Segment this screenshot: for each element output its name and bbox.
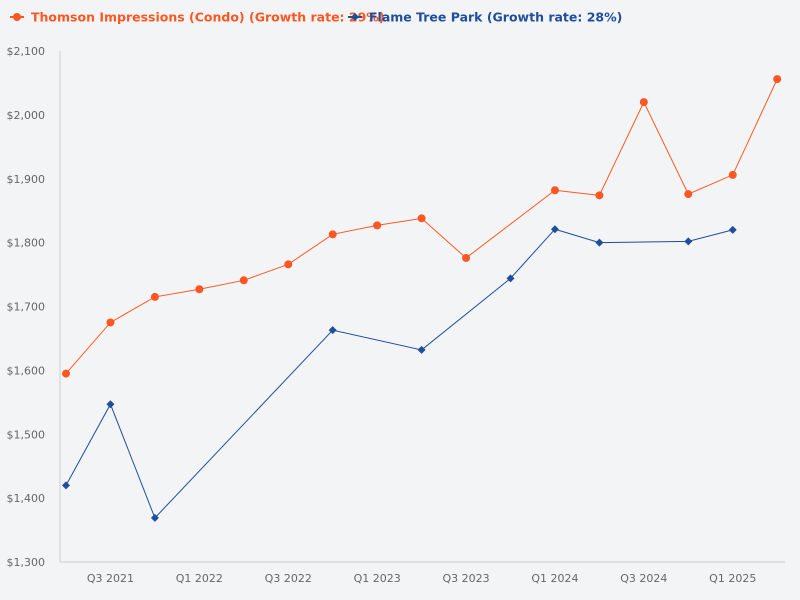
data-point — [462, 253, 471, 262]
legend-marker — [13, 13, 21, 21]
data-point — [328, 230, 337, 239]
data-point — [106, 318, 115, 327]
data-point — [684, 237, 693, 246]
data-point — [328, 326, 337, 335]
x-tick-label: Q1 2022 — [176, 572, 223, 585]
data-point — [150, 292, 159, 301]
legend-label: Thomson Impressions (Condo) (Growth rate… — [31, 10, 385, 25]
y-tick-label: $1,700 — [7, 301, 46, 314]
data-point — [773, 75, 782, 84]
data-point — [284, 260, 293, 269]
series-line — [65, 228, 733, 519]
data-point — [373, 221, 382, 230]
data-point — [728, 170, 737, 179]
data-point — [417, 345, 426, 354]
data-point — [150, 513, 159, 522]
x-tick-label: Q3 2023 — [442, 572, 489, 585]
plot-area — [62, 75, 782, 522]
y-tick-label: $1,900 — [7, 173, 46, 186]
y-tick-label: $1,300 — [7, 556, 46, 569]
data-point — [106, 400, 115, 409]
legend-marker — [351, 13, 359, 21]
data-point — [595, 191, 604, 200]
data-point — [595, 238, 604, 247]
data-point — [550, 225, 559, 234]
x-tick-label: Q1 2025 — [709, 572, 756, 585]
y-tick-label: $2,000 — [7, 109, 46, 122]
data-point — [639, 98, 648, 107]
data-point — [684, 190, 693, 199]
data-point — [506, 274, 515, 283]
y-tick-label: $2,100 — [7, 45, 46, 58]
data-point — [195, 285, 204, 294]
y-tick-label: $1,800 — [7, 237, 46, 250]
y-tick-label: $1,400 — [7, 492, 46, 505]
data-point — [550, 186, 559, 195]
data-point — [62, 481, 70, 490]
data-point — [62, 369, 70, 378]
axes: $1,300 $1,400 $1,500 $1,600 $1,700 $1,800 $1,9… — [7, 45, 785, 585]
data-point — [728, 225, 737, 234]
series-line — [65, 78, 778, 374]
data-point — [239, 276, 248, 285]
x-tick-label: Q1 2023 — [354, 572, 401, 585]
legend-label: Flame Tree Park (Growth rate: 28%) — [369, 10, 622, 25]
x-tick-label: Q1 2024 — [531, 572, 578, 585]
x-tick-label: Q3 2021 — [87, 572, 134, 585]
data-point — [417, 214, 426, 223]
y-tick-label: $1,500 — [7, 428, 46, 441]
x-tick-label: Q3 2022 — [265, 572, 312, 585]
y-tick-label: $1,600 — [7, 364, 46, 377]
x-tick-label: Q3 2024 — [620, 572, 667, 585]
legend: Thomson Impressions (Condo) (Growth rate… — [10, 10, 622, 25]
